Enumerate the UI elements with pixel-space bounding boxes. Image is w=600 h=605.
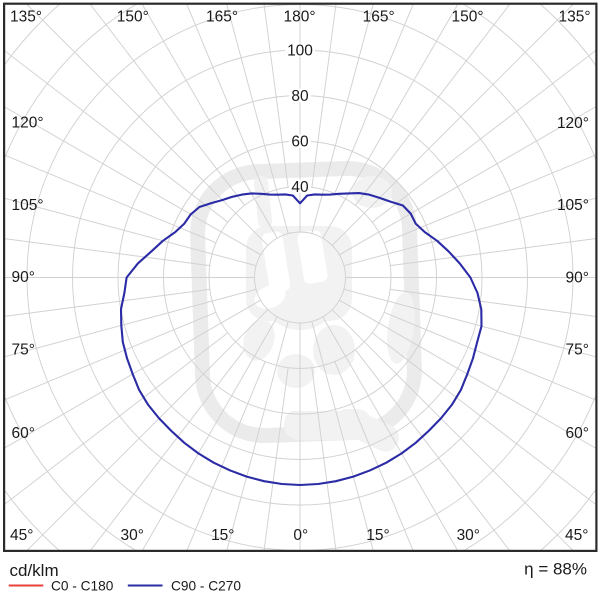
svg-text:100: 100 <box>287 43 313 60</box>
svg-text:60: 60 <box>291 134 309 151</box>
svg-text:40: 40 <box>291 179 309 196</box>
svg-text:C0 - C180: C0 - C180 <box>51 579 114 594</box>
svg-text:135°: 135° <box>558 9 590 26</box>
svg-text:C90 - C270: C90 - C270 <box>171 579 241 594</box>
svg-text:165°: 165° <box>363 9 395 26</box>
svg-text:45°: 45° <box>565 527 588 544</box>
svg-text:150°: 150° <box>117 9 149 26</box>
svg-text:165°: 165° <box>206 9 238 26</box>
svg-text:60°: 60° <box>12 425 35 442</box>
svg-text:120°: 120° <box>12 115 44 132</box>
svg-text:150°: 150° <box>451 9 483 26</box>
svg-text:105°: 105° <box>12 197 44 214</box>
svg-text:90°: 90° <box>12 269 35 286</box>
svg-text:η = 88%: η = 88% <box>524 560 587 579</box>
svg-text:120°: 120° <box>557 115 589 132</box>
svg-text:135°: 135° <box>10 9 42 26</box>
svg-text:105°: 105° <box>557 197 589 214</box>
svg-text:90°: 90° <box>566 270 589 287</box>
svg-text:180°: 180° <box>283 9 315 26</box>
svg-text:30°: 30° <box>457 527 480 544</box>
svg-text:15°: 15° <box>366 527 389 544</box>
svg-text:80: 80 <box>291 88 309 105</box>
svg-text:0°: 0° <box>293 527 308 544</box>
svg-text:60°: 60° <box>566 425 589 442</box>
svg-text:75°: 75° <box>12 342 35 359</box>
svg-text:75°: 75° <box>566 342 589 359</box>
svg-text:15°: 15° <box>211 527 234 544</box>
svg-text:cd/klm: cd/klm <box>10 561 59 580</box>
svg-text:30°: 30° <box>120 527 143 544</box>
svg-text:45°: 45° <box>10 527 33 544</box>
